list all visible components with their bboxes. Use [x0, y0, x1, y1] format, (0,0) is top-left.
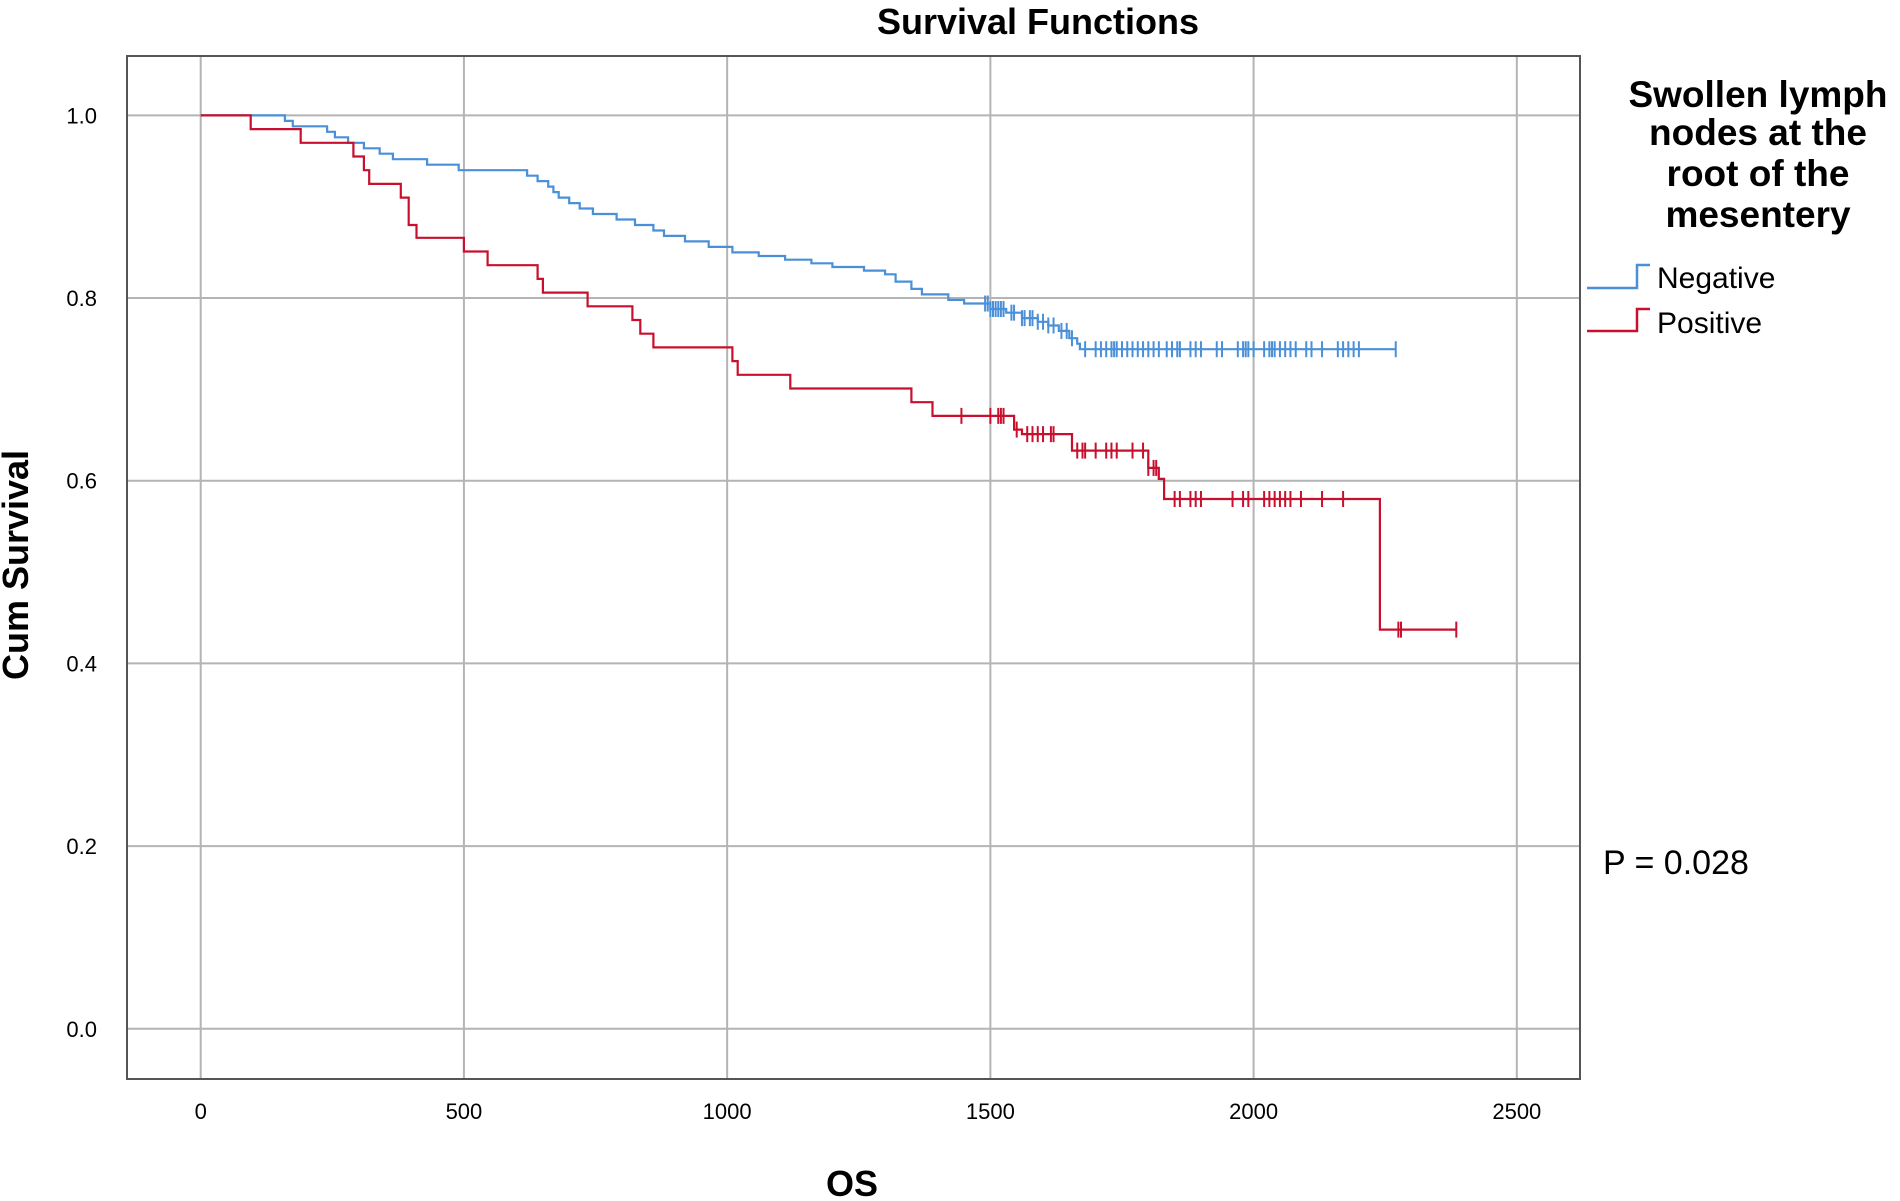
legend-swatch-positive: [1587, 307, 1650, 333]
x-tick-label: 1500: [966, 1099, 1015, 1124]
legend-title-line-1: Swollen lymph: [1628, 74, 1887, 115]
survival-curve-negative: [200, 114, 1396, 351]
x-tick-label: 0: [195, 1099, 207, 1124]
chart-title: Survival Functions: [877, 1, 1199, 42]
y-tick-label: 1.0: [66, 103, 97, 128]
plot-frame: [126, 55, 1581, 1080]
y-axis-title: Cum Survival: [0, 450, 36, 680]
legend-title-line-4: mesentery: [1665, 194, 1851, 235]
legend-label-negative: Negative: [1657, 262, 1775, 295]
survival-curve-positive: [200, 114, 1457, 631]
x-tick-labels: 0 500 1000 1500 2000 2500: [195, 1099, 1542, 1124]
grid-layer: [127, 56, 1580, 1079]
y-tick-label: 0.6: [66, 469, 97, 494]
legend: Swollen lymph nodes at the root of the m…: [1587, 74, 1888, 340]
x-tick-label: 2500: [1492, 1099, 1541, 1124]
y-tick-label: 0.4: [66, 651, 97, 676]
x-tick-label: 1000: [703, 1099, 752, 1124]
legend-swatch-negative: [1587, 263, 1650, 290]
x-tick-label: 500: [446, 1099, 483, 1124]
p-value-annotation: P = 0.028: [1603, 844, 1749, 882]
legend-label-positive: Positive: [1657, 307, 1762, 340]
legend-title-line-2: nodes at the: [1649, 112, 1867, 153]
y-tick-label: 0.2: [66, 834, 97, 859]
y-tick-label: 0.8: [66, 286, 97, 311]
legend-title-line-3: root of the: [1667, 153, 1850, 194]
y-tick-label: 0.0: [66, 1017, 97, 1042]
x-axis-title: OS: [826, 1163, 878, 1201]
x-tick-label: 2000: [1229, 1099, 1278, 1124]
y-tick-labels: 0.0 0.2 0.4 0.6 0.8 1.0: [66, 103, 97, 1041]
series-layer: [200, 114, 1458, 638]
